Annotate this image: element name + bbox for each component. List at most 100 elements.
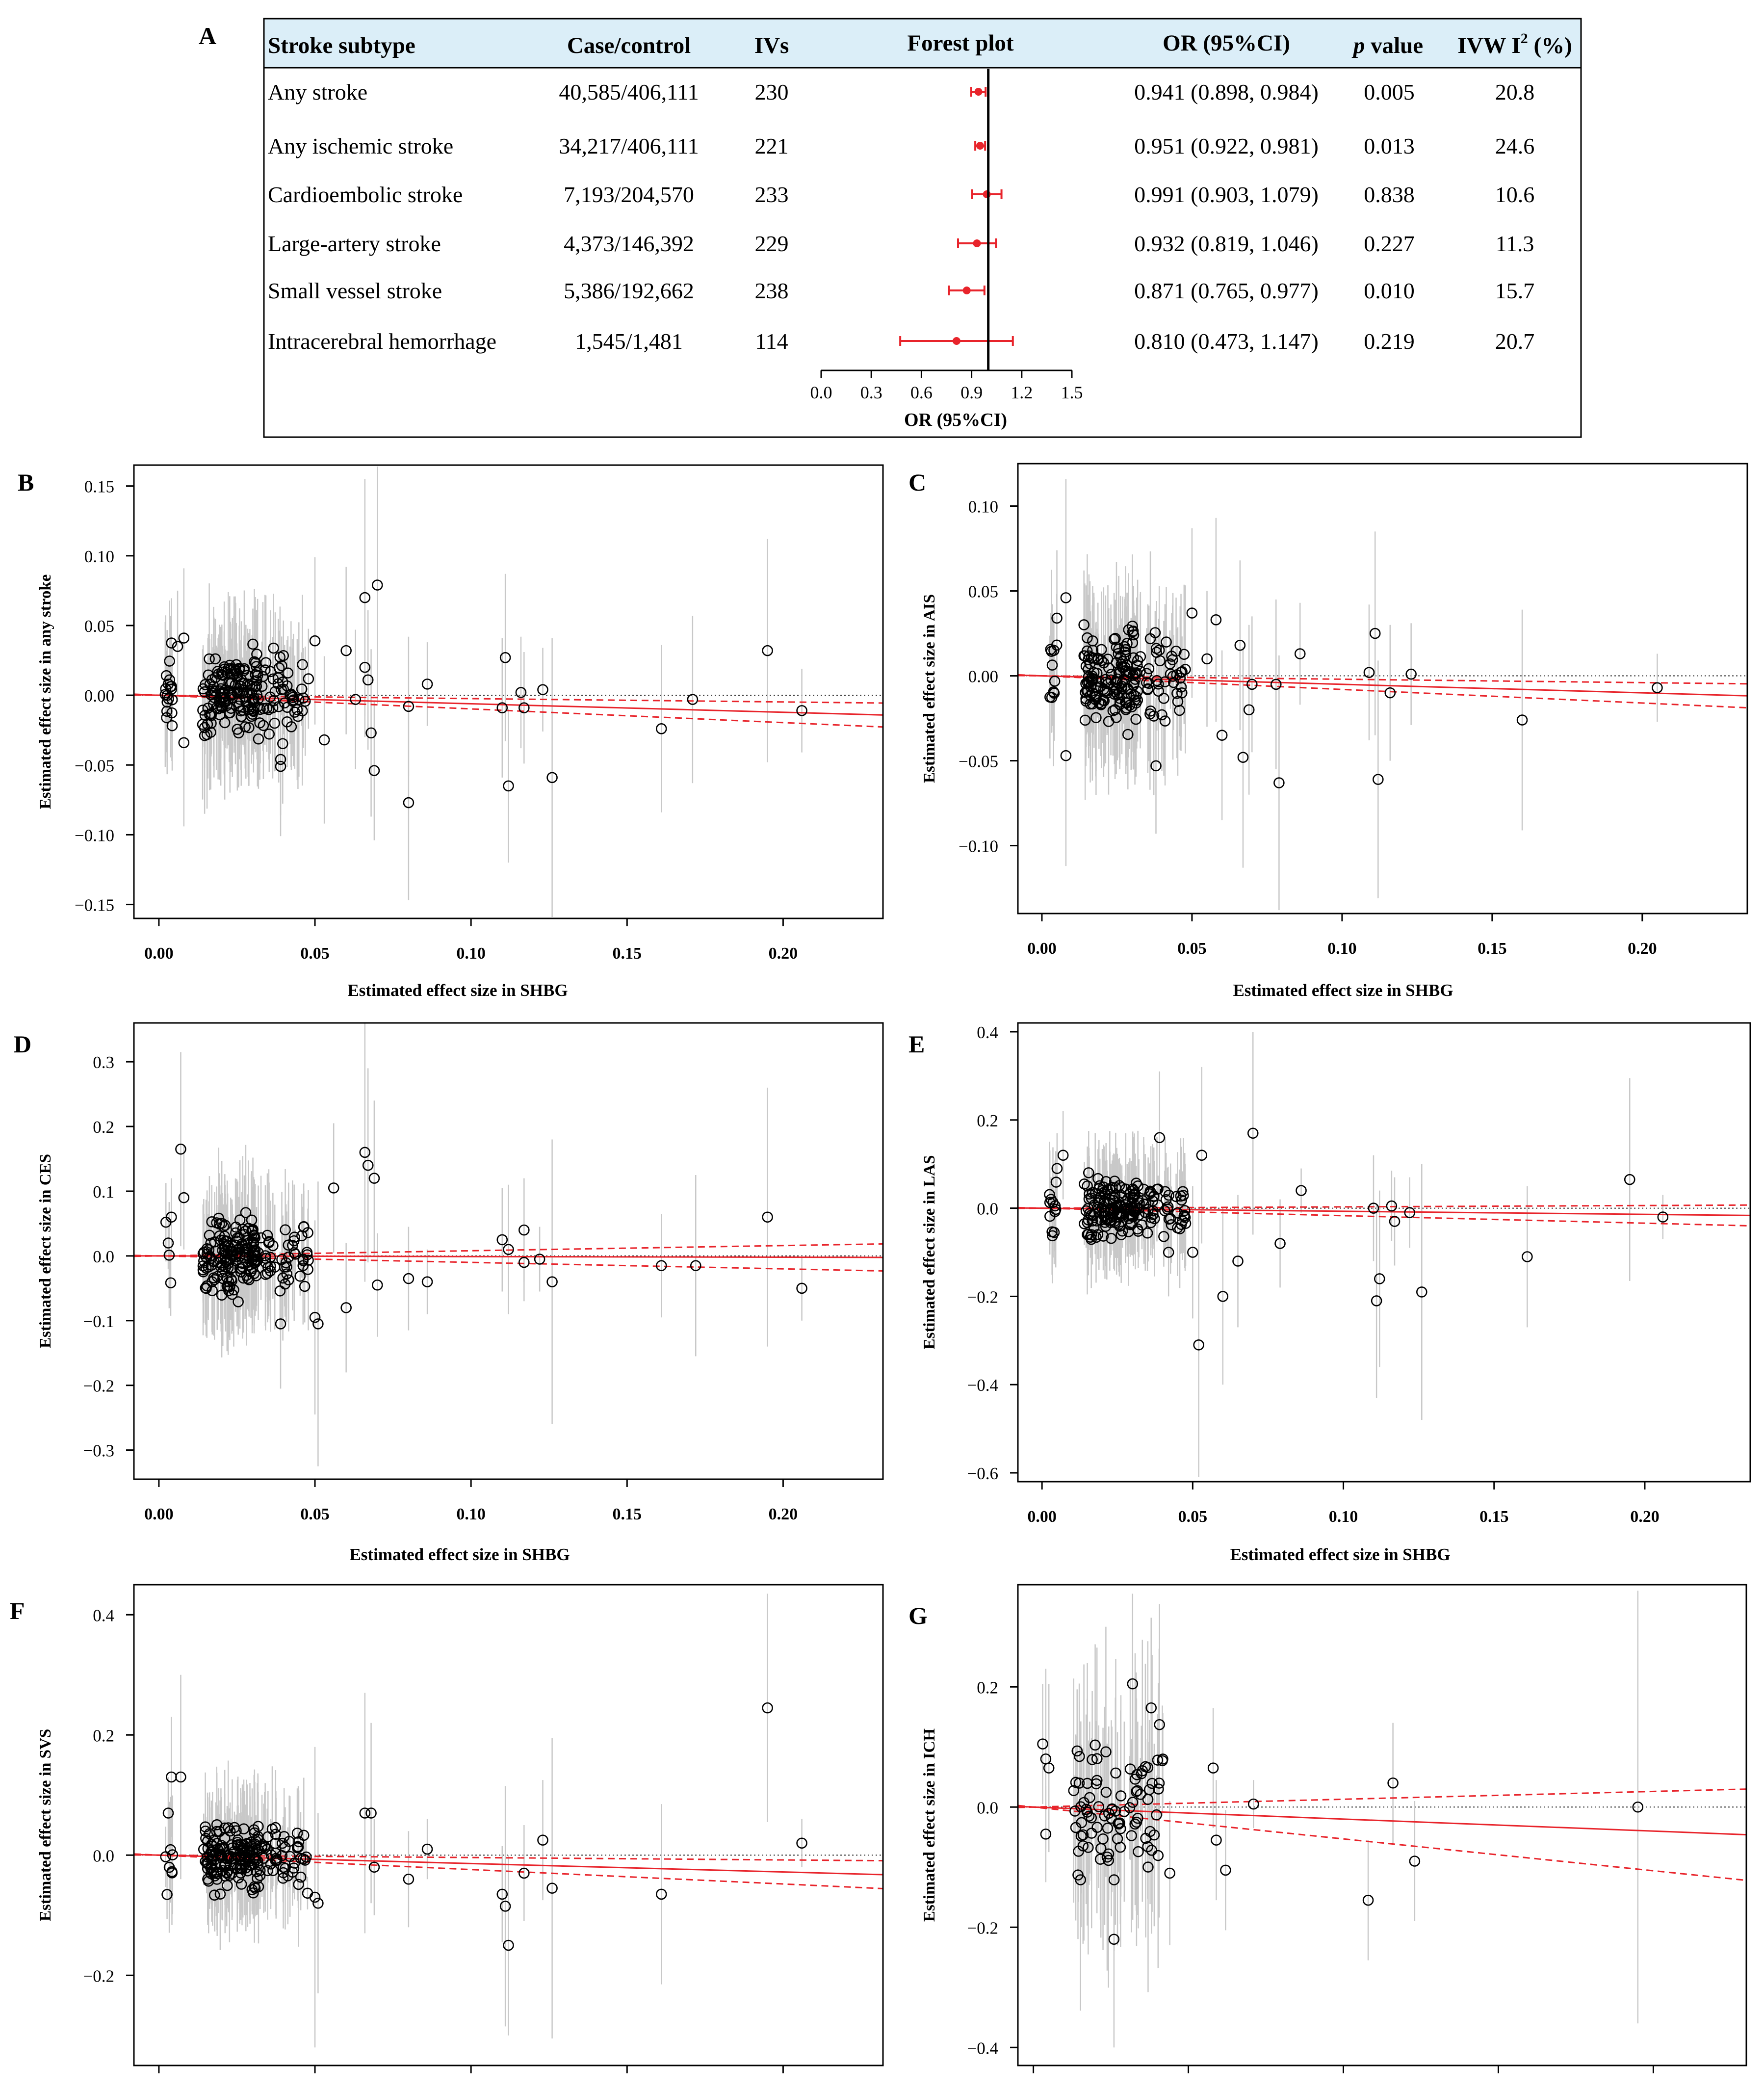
data-point — [1371, 1295, 1382, 1307]
data-point — [211, 1819, 223, 1830]
data-point — [281, 1261, 292, 1273]
x-tick-label: 0.10 — [456, 1505, 486, 1523]
y-tick-label: 0.05 — [968, 582, 998, 601]
data-point — [1071, 1745, 1083, 1757]
data-point — [403, 1273, 415, 1284]
y-tick-label: 0.0 — [93, 1846, 114, 1865]
data-point — [163, 1861, 175, 1873]
data-point — [263, 704, 275, 715]
data-point — [215, 1234, 227, 1246]
data-point — [1087, 635, 1098, 647]
data-point — [1151, 647, 1162, 658]
data-point — [1080, 687, 1091, 698]
data-point — [1082, 1777, 1093, 1789]
data-point — [309, 1311, 321, 1323]
data-point — [309, 635, 321, 647]
data-point — [1091, 1215, 1103, 1227]
scatter-panel-g: G−0.4−0.20.00.20.000.050.100.150.20Estim… — [908, 1584, 1747, 2073]
data-point — [1050, 1176, 1062, 1188]
data-point — [1127, 1678, 1139, 1690]
row-i2: 15.7 — [1495, 278, 1535, 303]
y-tick-label: 0.00 — [968, 667, 998, 686]
data-point — [1057, 1150, 1069, 1161]
ivw-ci-line — [1018, 1804, 1746, 1882]
data-point — [284, 689, 296, 701]
header-ivs: IVs — [754, 33, 789, 58]
data-point — [309, 1891, 321, 1903]
data-point — [1153, 1777, 1165, 1789]
data-point — [1130, 713, 1141, 725]
data-point — [1090, 691, 1102, 703]
row-subtype: Any stroke — [268, 79, 367, 105]
data-point — [1386, 1200, 1398, 1212]
data-point — [1048, 645, 1060, 656]
scatter-panel-d: D −0.3 −0.2 −0.1 0.0 0.1 0.2 0.3 0.00 0.05 0.10 0.1… — [14, 1022, 884, 1564]
data-point — [328, 1182, 339, 1194]
ivw-estimate-line — [1018, 1805, 1746, 1836]
data-point — [224, 707, 236, 719]
data-point — [164, 655, 175, 667]
data-point — [253, 733, 264, 745]
data-point — [1116, 1190, 1128, 1202]
data-point — [219, 1220, 231, 1231]
data-point — [1114, 1180, 1125, 1191]
data-point — [1096, 654, 1107, 666]
forest-point — [952, 337, 960, 345]
row-subtype: Large-artery stroke — [268, 231, 441, 256]
forest-x-axis-label: OR (95%CI) — [904, 410, 1007, 430]
x-tick-label: 0.20 — [1630, 1508, 1660, 1526]
data-point — [312, 1318, 324, 1330]
data-point — [248, 706, 259, 717]
data-point — [298, 1830, 310, 1841]
data-point — [253, 1821, 264, 1832]
data-point — [503, 1244, 514, 1255]
data-point — [1075, 1801, 1087, 1813]
data-point — [1176, 1194, 1187, 1206]
data-point — [1516, 714, 1528, 726]
data-point — [1121, 638, 1133, 649]
data-point — [1657, 1211, 1669, 1223]
header-ivw-i2: IVW I2 (%) — [1457, 30, 1572, 58]
y-tick-label: 0.0 — [977, 1798, 998, 1817]
data-point — [1131, 1816, 1142, 1828]
data-point — [233, 1296, 244, 1307]
data-point — [1124, 1763, 1136, 1775]
data-point — [203, 1244, 215, 1255]
data-point — [214, 1850, 226, 1861]
data-point — [163, 1250, 175, 1261]
data-point — [278, 1867, 289, 1879]
data-point — [1152, 1754, 1164, 1766]
y-tick-label: −0.2 — [967, 1287, 999, 1307]
data-point — [1049, 676, 1061, 687]
x-tick-label: 0.00 — [144, 1505, 174, 1523]
row-i2: 10.6 — [1495, 182, 1535, 207]
data-point — [1118, 1806, 1130, 1817]
data-point — [499, 652, 511, 663]
y-tick-label: −0.3 — [83, 1441, 115, 1461]
data-point — [227, 1288, 238, 1300]
data-point — [208, 1272, 220, 1283]
data-point — [1116, 1182, 1128, 1194]
x-tick-label: 0.15 — [1479, 1508, 1509, 1526]
data-point — [1106, 1803, 1118, 1815]
data-point — [1077, 1829, 1089, 1841]
ivw-ci-line — [1018, 675, 1747, 685]
header-stroke-subtype: Stroke subtype — [268, 33, 415, 58]
data-point — [1136, 1768, 1147, 1779]
data-point — [267, 1865, 279, 1877]
row-subtype: Small vessel stroke — [268, 278, 442, 303]
data-point — [272, 678, 284, 690]
data-point — [225, 1274, 237, 1285]
data-point — [403, 701, 415, 712]
data-point — [1150, 760, 1162, 772]
data-point — [1151, 675, 1163, 686]
data-point — [1120, 644, 1131, 655]
plot-frame — [133, 1584, 884, 2066]
row-p-value: 0.227 — [1364, 231, 1415, 256]
data-point — [199, 730, 210, 741]
row-case-control: 34,217/406,111 — [559, 133, 699, 158]
y-tick-label: −0.6 — [967, 1464, 999, 1483]
y-tick-label: −0.05 — [959, 752, 998, 771]
data-point — [1158, 693, 1169, 704]
